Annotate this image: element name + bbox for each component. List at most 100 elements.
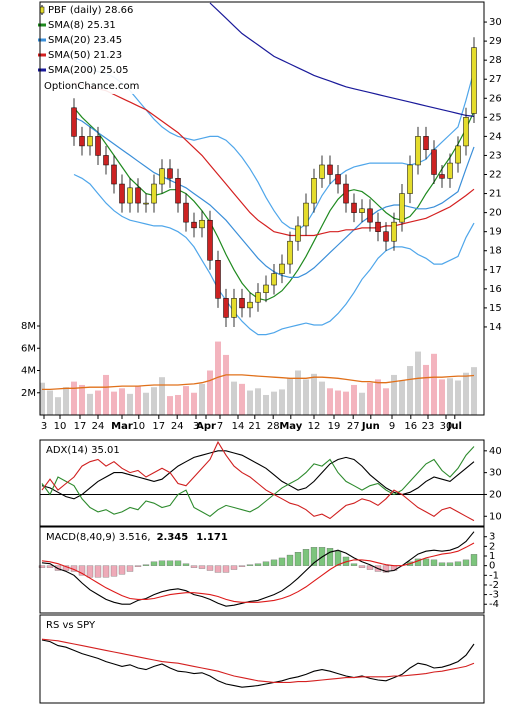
histogram-bar [422, 558, 430, 566]
volume-bar [127, 393, 133, 415]
volume-bar [271, 391, 277, 415]
series-line [41, 446, 475, 517]
candle-body [79, 136, 85, 147]
candle-body [311, 178, 317, 204]
y-tick-label: -3 [489, 590, 499, 601]
candle-body [255, 292, 261, 303]
candle-body [231, 298, 237, 318]
panel-title: RS vs SPY [46, 620, 96, 631]
histogram-bar [206, 565, 214, 571]
y-tick-label: 19 [489, 227, 502, 238]
panel-title: MACD(8,40,9) 3.516, [46, 532, 151, 543]
candle-body [71, 107, 77, 137]
legend-title: PBF (daily) 28.66 [48, 5, 133, 16]
volume-bar [183, 386, 189, 415]
candle-body [399, 193, 405, 223]
candle-body [383, 231, 389, 242]
histogram-bar [118, 565, 126, 575]
volume-bar [327, 388, 333, 415]
volume-bar [343, 391, 349, 415]
histogram-bar [158, 560, 166, 566]
histogram-bar [230, 565, 238, 570]
volume-bar [87, 393, 93, 415]
y-tick-label: 29 [489, 36, 502, 47]
volume-bar [207, 370, 213, 415]
candle-body [327, 164, 333, 175]
band-upper [73, 59, 475, 231]
volume-bar [159, 377, 165, 415]
y-tick-label: 25 [489, 112, 502, 123]
candle-body [175, 178, 181, 204]
histogram-bar [78, 565, 86, 576]
y-tick-label: 27 [489, 74, 502, 85]
x-tick-label: 19 [328, 421, 341, 432]
y-tick-label: 23 [489, 150, 502, 161]
panel-frame [39, 526, 485, 614]
histogram-bar [350, 563, 358, 566]
histogram-bar [110, 565, 118, 577]
histogram-bar [302, 549, 310, 566]
x-tick-label: May [279, 421, 302, 432]
legend-label: SMA(50) 21.23 [48, 50, 122, 61]
y-tick-label: 15 [489, 303, 502, 314]
series-line [41, 638, 475, 683]
candle-body [375, 221, 381, 232]
volume-bar [399, 380, 405, 415]
volume-bar [335, 390, 341, 415]
x-tick-label: 14 [232, 421, 245, 432]
candle-body [119, 183, 125, 204]
volume-bar [79, 384, 85, 415]
y-tick-label: 3 [489, 532, 495, 543]
volume-bar [391, 374, 397, 415]
volume-bar [247, 390, 253, 415]
histogram-bar [262, 561, 270, 566]
histogram-bar [238, 565, 246, 567]
y-tick-label: 24 [489, 131, 502, 142]
candle-body [295, 225, 301, 242]
volume-bar [239, 383, 245, 415]
volume-bar [231, 381, 237, 415]
histogram-bar [470, 554, 478, 566]
volume-bar [431, 353, 437, 415]
x-tick-label: 21 [248, 421, 261, 432]
volume-bar [287, 378, 293, 415]
candle-body [359, 208, 365, 213]
volume-bar [47, 390, 53, 415]
volume-bar [215, 341, 221, 415]
volume-bar [167, 396, 173, 415]
histogram-bar [454, 561, 462, 566]
volume-tick-label: 2M [21, 388, 36, 399]
legend-label: SMA(20) 23.45 [48, 35, 122, 46]
volume-bar [375, 379, 381, 415]
histogram-bar [438, 562, 446, 566]
histogram-bar [126, 565, 134, 572]
histogram-bar [334, 551, 342, 566]
volume-bar [103, 374, 109, 415]
volume-bar [263, 394, 269, 415]
candle-body [447, 162, 453, 179]
x-tick-label: 17 [152, 421, 165, 432]
candle-body [263, 284, 269, 293]
candle-body [391, 221, 397, 242]
candle-body [287, 240, 293, 265]
x-tick-label: 10 [54, 421, 67, 432]
x-tick-label: Jul [447, 421, 462, 432]
volume-bar [463, 372, 469, 415]
candle-body [183, 202, 189, 223]
histogram-bar [278, 557, 286, 566]
y-tick-label: 1 [489, 551, 495, 562]
y-tick-label: 16 [489, 284, 502, 295]
candle-body [279, 263, 285, 274]
candle-body [87, 136, 93, 147]
candle-body [247, 301, 253, 309]
volume-bar [367, 382, 373, 415]
candle-body [351, 202, 357, 213]
volume-bar [119, 388, 125, 415]
y-tick-label: 40 [489, 446, 502, 457]
candle-body [471, 47, 477, 114]
y-tick-label: 30 [489, 468, 502, 479]
panel-frame [39, 614, 485, 704]
histogram-bar [366, 565, 374, 570]
